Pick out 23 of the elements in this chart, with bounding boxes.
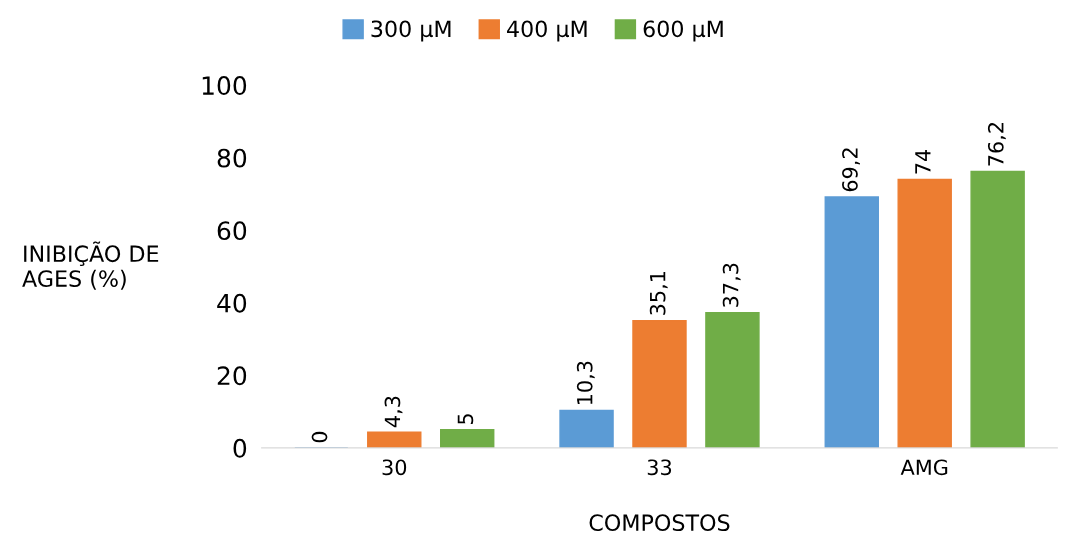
data-label: 5 bbox=[457, 414, 474, 424]
y-tick-label: 80 bbox=[217, 148, 247, 168]
legend-label: 600 µM bbox=[643, 20, 723, 42]
y-tick-label: 20 bbox=[217, 366, 247, 386]
data-label: 76,2 bbox=[987, 123, 1006, 166]
data-label: 37,3 bbox=[722, 263, 741, 307]
data-label: 0 bbox=[311, 431, 328, 443]
y-axis-title: INIBIÇÃO DE AGES (%) bbox=[22, 241, 159, 290]
data-label: 10,3 bbox=[576, 361, 595, 405]
legend-label: 300 µM bbox=[371, 20, 451, 42]
data-label: 35,1 bbox=[649, 271, 668, 315]
x-tick-label: 33 bbox=[647, 459, 672, 476]
x-tick-label: AMG bbox=[900, 459, 948, 476]
x-tick-label: 30 bbox=[382, 459, 407, 476]
data-label: 69,2 bbox=[842, 148, 860, 192]
data-label: 4,3 bbox=[384, 396, 403, 428]
y-tick-label: 40 bbox=[217, 293, 247, 313]
legend-label: 400 µM bbox=[507, 20, 587, 42]
y-tick-label: 60 bbox=[217, 221, 247, 241]
y-tick-label: 100 bbox=[202, 76, 247, 96]
y-tick-label: 0 bbox=[233, 438, 247, 458]
x-axis-title: COMPOSTOS bbox=[589, 514, 730, 532]
data-label: 74 bbox=[915, 149, 931, 174]
